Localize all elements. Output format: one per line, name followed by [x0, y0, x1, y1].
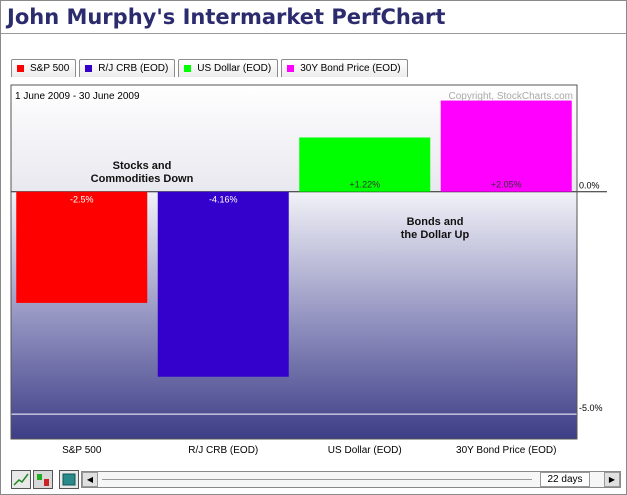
left-arrow-icon: ◀ — [86, 475, 94, 484]
legend-tab-bond[interactable]: 30Y Bond Price (EOD) — [281, 59, 408, 77]
period-scrollbar[interactable]: ◀ 22 days ▶ — [81, 471, 621, 488]
scroll-left-button[interactable]: ◀ — [82, 472, 98, 487]
legend-swatch-usdollar — [184, 65, 192, 72]
legend: S&P 500 R/J CRB (EOD) US Dollar (EOD) 30… — [11, 59, 411, 78]
line-chart-icon — [13, 473, 29, 486]
legend-swatch-sp500 — [17, 65, 24, 72]
y-tick-label: 0.0% — [579, 181, 600, 191]
legend-label-sp500: S&P 500 — [30, 63, 70, 74]
bottom-toolbar: ◀ 22 days ▶ — [1, 465, 626, 494]
category-label: 30Y Bond Price (EOD) — [456, 445, 556, 456]
chart-annotation: Bonds and the Dollar Up — [401, 216, 470, 241]
bar-value-label: +1.22% — [349, 180, 380, 190]
legend-tab-crb[interactable]: R/J CRB (EOD) — [79, 59, 176, 77]
plot-border — [10, 84, 578, 440]
y-tick-label: -5.0% — [579, 403, 603, 413]
scroll-track-line — [102, 479, 532, 480]
date-range-label: 1 June 2009 - 30 June 2009 — [15, 91, 140, 102]
color-button[interactable] — [59, 470, 79, 489]
bar-chart-button[interactable] — [33, 470, 53, 489]
bar — [157, 191, 289, 377]
bar-chart-icon — [37, 474, 49, 486]
category-label: R/J CRB (EOD) — [188, 445, 258, 456]
bar — [299, 137, 431, 192]
legend-label-usdollar: US Dollar (EOD) — [197, 63, 272, 74]
legend-tab-sp500[interactable]: S&P 500 — [11, 59, 77, 77]
title-divider — [1, 33, 626, 34]
bar-value-label: +2.05% — [491, 180, 522, 190]
bar-value-label: -2.5% — [70, 195, 94, 205]
bar — [440, 100, 572, 192]
chart-area: 0.0% -5.0% -2.5% S&P 500 -4.16% R/J CRB (EOD… — [10, 84, 607, 456]
category-label: US Dollar (EOD) — [328, 445, 402, 456]
chart-title: John Murphy's Intermarket PerfChart — [7, 5, 446, 29]
bar — [16, 191, 148, 303]
line-chart-button[interactable] — [11, 470, 31, 489]
legend-label-bond: 30Y Bond Price (EOD) — [300, 63, 401, 74]
perf-chart: 0.0% -5.0% -2.5% S&P 500 -4.16% R/J CRB (EOD… — [10, 84, 607, 456]
scroll-right-button[interactable]: ▶ — [604, 472, 620, 487]
copyright-label: Copyright, StockCharts.com — [449, 91, 574, 102]
chart-annotation: Stocks and Commodities Down — [91, 160, 194, 185]
legend-tab-usdollar[interactable]: US Dollar (EOD) — [178, 59, 279, 77]
category-label: S&P 500 — [62, 445, 102, 456]
bar-value-label: -4.16% — [209, 195, 238, 205]
right-arrow-icon: ▶ — [608, 475, 616, 484]
days-selector[interactable]: 22 days — [540, 472, 590, 487]
square-icon — [62, 473, 76, 486]
legend-label-crb: R/J CRB (EOD) — [98, 63, 169, 74]
legend-swatch-bond — [287, 65, 295, 72]
legend-swatch-crb — [85, 65, 93, 72]
